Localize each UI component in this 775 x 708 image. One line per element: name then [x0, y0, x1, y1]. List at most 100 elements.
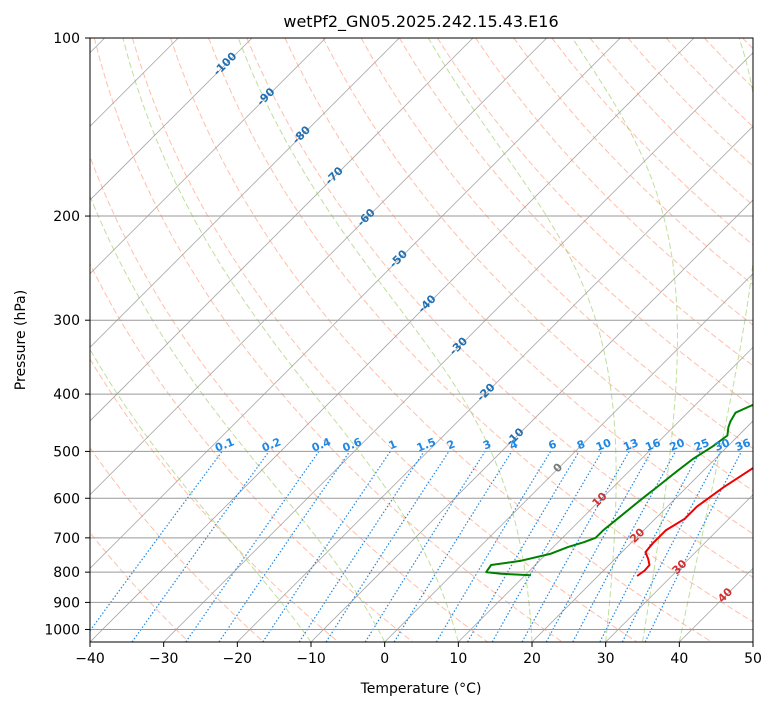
dewpoint-profile	[485, 403, 753, 577]
dry-adiabat-line	[90, 155, 488, 642]
mixing-ratio-label: 6	[546, 437, 558, 452]
isotherm-label: -20	[474, 381, 497, 404]
moist-adiabat-line	[237, 38, 533, 642]
dry-adiabat-line	[131, 38, 638, 642]
dry-adiabat-line	[703, 38, 753, 89]
x-axis-title: Temperature (°C)	[360, 681, 482, 697]
x-tick-label: −30	[149, 651, 179, 667]
y-tick-label: 800	[53, 565, 80, 581]
dry-adiabat-line	[436, 38, 753, 367]
isotherm-label: -80	[290, 123, 313, 146]
x-tick-label: 30	[597, 651, 615, 667]
isotherm-line	[605, 494, 753, 642]
dry-adiabat-line	[90, 531, 190, 642]
y-tick-label: 100	[53, 31, 80, 47]
mixing-ratio-label: 10	[594, 436, 613, 454]
y-tick-label: 900	[53, 595, 80, 611]
background-lines	[90, 38, 753, 642]
isotherm-line	[90, 38, 695, 642]
dry-adiabat-line	[589, 38, 753, 206]
chart-title: wetPf2_GN05.2025.242.15.43.E16	[283, 12, 558, 32]
mixing-ratio-label: 16	[643, 436, 662, 454]
axis-ticks: −40 −30 −20 −10 0 10 20 30 40 5010020030040050060…	[44, 31, 762, 667]
y-tick-label: 1000	[44, 622, 80, 638]
dry-adiabat-line	[475, 38, 753, 326]
isotherm-label: -40	[415, 292, 438, 315]
temperature-profile	[636, 466, 753, 577]
saturation-label: 10	[590, 490, 610, 510]
moist-adiabat-line	[678, 38, 753, 642]
mixing-ratio-label: 30	[713, 436, 732, 454]
isotherm-label: -90	[254, 85, 277, 108]
mixing-ratio-line	[393, 451, 513, 642]
mixing-ratio-label: 8	[575, 438, 587, 453]
saturation-label: 20	[627, 525, 647, 545]
dry-adiabat-line	[93, 38, 563, 642]
mixing-ratio-line	[435, 451, 552, 642]
isoline-labels: -100-90-80-70-60-50-40-30-20-10010203040…	[211, 49, 753, 605]
dry-adiabat-line	[398, 38, 753, 408]
mixing-ratio-line	[364, 451, 486, 642]
isotherm-line	[458, 346, 753, 642]
x-tick-label: −10	[296, 651, 326, 667]
isotherm-line	[90, 38, 326, 275]
dry-adiabat-line	[322, 38, 753, 492]
mixing-ratio-line	[131, 451, 270, 642]
isotherm-line	[90, 38, 400, 348]
isotherm-line	[90, 38, 253, 201]
x-tick-label: −40	[75, 651, 105, 667]
dry-adiabat-line	[246, 38, 753, 578]
mixing-ratio-line	[262, 451, 391, 642]
mixing-ratio-line	[521, 451, 630, 642]
dry-adiabat-line	[360, 38, 753, 450]
mixing-ratio-line	[599, 451, 701, 642]
dry-adiabat-line	[90, 446, 264, 642]
dry-adiabat-line	[90, 262, 414, 642]
mixing-ratio-label: 1	[387, 438, 399, 453]
isotherm-line	[384, 273, 753, 642]
moist-adiabat-line	[571, 38, 678, 642]
isotherm-label: -50	[387, 247, 410, 270]
mixing-ratio-line	[466, 451, 580, 642]
dry-adiabat-line	[665, 38, 753, 128]
x-tick-label: −20	[223, 651, 253, 667]
isotherm-line	[163, 52, 753, 642]
x-tick-label: 40	[670, 651, 688, 667]
mixing-ratio-label: 20	[668, 436, 687, 454]
plot-frame	[89, 37, 754, 643]
y-tick-label: 400	[53, 387, 80, 403]
moist-adiabat-line	[90, 194, 386, 642]
y-tick-label: 500	[53, 444, 80, 460]
x-tick-label: 0	[380, 651, 389, 667]
isotherm-line	[90, 38, 621, 569]
mixing-ratio-label: 36	[733, 436, 752, 454]
moist-adiabat-line	[90, 348, 312, 642]
isotherm-line	[752, 641, 753, 642]
mixing-ratio-line	[218, 451, 351, 642]
dry-adiabat-line	[284, 38, 753, 535]
y-tick-label: 200	[53, 209, 80, 225]
mixing-ratio-label: 25	[692, 436, 711, 454]
dry-adiabat-line	[90, 358, 339, 642]
x-tick-label: 10	[449, 651, 467, 667]
isotherm-label: -60	[355, 206, 378, 229]
mixing-ratio-line	[644, 451, 743, 642]
y-tick-label: 600	[53, 491, 80, 507]
x-tick-label: 50	[744, 651, 762, 667]
mixing-ratio-label: 2	[445, 438, 457, 453]
x-tick-label: 20	[523, 651, 541, 667]
dry-adiabat-line	[170, 38, 712, 642]
mixing-ratio-line	[545, 451, 652, 642]
dry-adiabat-line	[208, 38, 753, 623]
dry-adiabat-line	[742, 38, 753, 50]
isotherm-line	[90, 38, 474, 422]
y-tick-label: 700	[53, 531, 80, 547]
y-axis-title: Pressure (hPa)	[13, 290, 29, 390]
isotherm-line	[90, 38, 547, 496]
pressure-grid	[90, 38, 753, 630]
isotherm-line	[679, 567, 753, 642]
isotherm-label: -70	[323, 164, 346, 187]
mixing-ratio-line	[572, 451, 677, 642]
isotherm-line	[237, 125, 753, 642]
